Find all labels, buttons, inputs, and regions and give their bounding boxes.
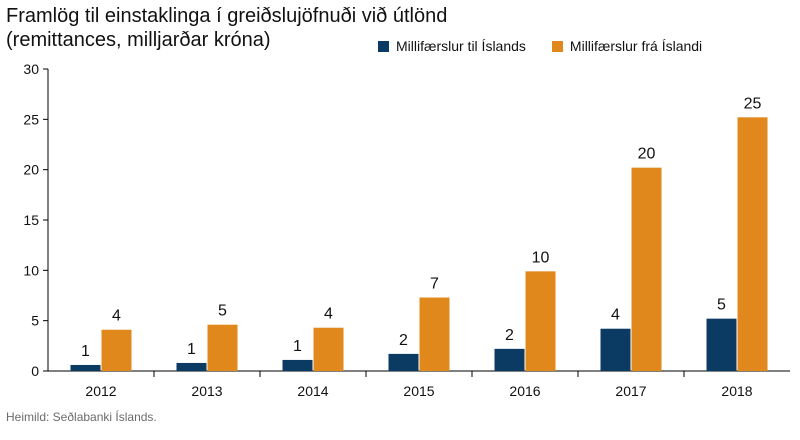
bar-series1 [282,359,313,371]
data-label: 5 [218,303,227,320]
data-label: 20 [638,146,656,163]
bar-series2 [419,297,450,371]
bar-series1 [388,353,419,371]
x-tick-label: 2018 [721,383,752,399]
bar-series1 [706,318,737,371]
x-tick-label: 2014 [297,383,328,399]
data-label: 1 [81,343,90,360]
data-label: 25 [744,95,762,112]
chart-title: Framlög til einstaklinga í greiðslujöfnu… [6,4,447,52]
legend-item-series2: Millifærslur frá Íslandi [551,38,703,54]
bar-series2 [525,271,556,371]
y-tick-label: 5 [31,313,39,329]
legend-label-series2: Millifærslur frá Íslandi [569,38,703,54]
x-tick-label: 2015 [403,383,434,399]
data-label: 2 [505,327,514,344]
y-tick-label: 25 [23,111,39,127]
bar-series1 [494,348,525,371]
bar-series1 [70,364,101,371]
data-label: 1 [293,338,302,355]
y-tick-label: 0 [31,363,39,379]
chart-title-line2: (remittances, milljarðar króna) [6,29,271,51]
data-label: 10 [532,249,550,266]
legend: Millifærslur til Íslands Millifærslur fr… [378,38,728,54]
source-note: Heimild: Seðlabanki Íslands. [6,410,157,424]
bar-series1 [176,362,207,371]
bar-series2 [631,167,662,371]
y-tick-label: 30 [23,61,39,77]
data-label: 4 [611,307,620,324]
x-tick-label: 2013 [191,383,222,399]
data-label: 4 [112,308,121,325]
data-label: 1 [187,341,196,358]
x-tick-label: 2016 [509,383,540,399]
data-label: 7 [430,276,439,293]
y-tick-label: 10 [23,262,39,278]
bar-series2 [737,117,768,371]
data-label: 5 [717,297,726,314]
data-label: 2 [399,332,408,349]
bar-series2 [207,324,238,371]
legend-label-series1: Millifærslur til Íslands [396,38,526,54]
bar-series2 [313,327,344,371]
y-tick-label: 20 [23,162,39,178]
bar-series1 [600,328,631,371]
y-tick-label: 15 [23,212,39,228]
legend-swatch-series1 [378,40,389,52]
x-tick-label: 2017 [615,383,646,399]
x-tick-label: 2012 [85,383,116,399]
data-label: 4 [324,306,333,323]
chart-title-line1: Framlög til einstaklinga í greiðslujöfnu… [6,5,448,27]
legend-swatch-series2 [551,40,563,52]
legend-item-series1: Millifærslur til Íslands [378,38,526,54]
bar-series2 [101,329,132,371]
